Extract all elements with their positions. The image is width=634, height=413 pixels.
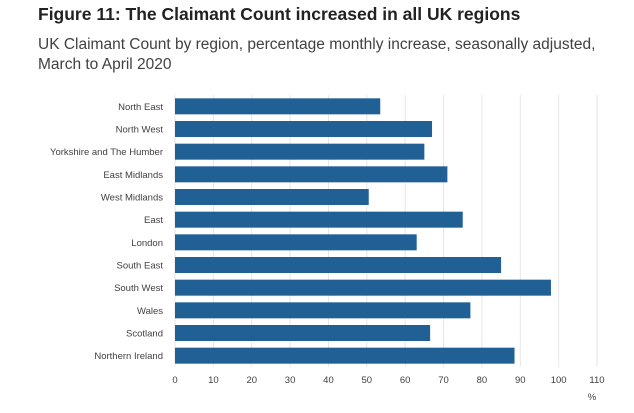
- x-tick-label: 90: [515, 375, 526, 386]
- bar: [175, 211, 463, 228]
- bar: [175, 257, 502, 273]
- category-labels: North East North West Yorkshire and The Hu…: [50, 102, 163, 362]
- category-label: East Midlands: [103, 170, 163, 181]
- x-tick-label: 20: [246, 375, 257, 386]
- category-label: Northern Ireland: [94, 351, 163, 362]
- category-label: North West: [116, 125, 164, 136]
- bar: [175, 347, 515, 364]
- chart-subtitle: UK Claimant Count by region, percentage …: [38, 36, 596, 73]
- bar: [175, 166, 448, 183]
- x-tick-label: 70: [438, 375, 449, 386]
- bars: [175, 98, 551, 364]
- x-tick-label: 30: [285, 375, 296, 386]
- category-label: East: [144, 215, 163, 226]
- category-label: South West: [114, 283, 163, 294]
- x-tick-label: 50: [362, 375, 373, 386]
- x-tick-label: 60: [400, 375, 411, 386]
- x-tick-label: 100: [551, 375, 567, 386]
- category-label: London: [131, 238, 163, 249]
- bar: [175, 325, 431, 341]
- bar: [175, 234, 417, 251]
- gridlines: [174, 95, 598, 367]
- category-label: Yorkshire and The Humber: [50, 147, 163, 158]
- category-label: Scotland: [126, 329, 163, 340]
- category-label: South East: [117, 261, 164, 272]
- x-tick-label: 110: [589, 375, 604, 386]
- bar: [175, 98, 381, 115]
- category-label: Wales: [137, 306, 163, 317]
- x-axis-unit-label: %: [588, 392, 597, 403]
- bar: [175, 143, 425, 160]
- bar: [175, 279, 551, 296]
- x-tick-label: 40: [323, 375, 334, 386]
- x-tick-label: 0: [172, 375, 177, 386]
- x-axis-ticks: 0 10 20 30 40 50 60 70 80 90 100 110: [172, 375, 604, 386]
- category-label: West Midlands: [101, 193, 163, 204]
- chart-title: Figure 11: The Claimant Count increased …: [38, 4, 521, 24]
- category-label: North East: [118, 102, 163, 113]
- x-tick-label: 80: [477, 375, 488, 386]
- bar: [175, 189, 369, 205]
- x-tick-label: 10: [208, 375, 219, 386]
- bar: [175, 121, 433, 137]
- bar: [175, 302, 471, 319]
